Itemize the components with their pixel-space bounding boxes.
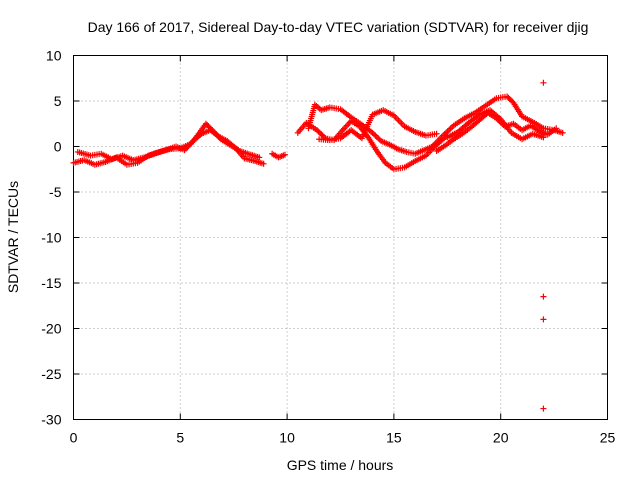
y-tick-label: 5 bbox=[54, 93, 62, 109]
data-point bbox=[316, 129, 323, 136]
y-tick-label: -25 bbox=[41, 366, 61, 382]
data-point bbox=[375, 135, 382, 142]
y-tick-label: -30 bbox=[41, 412, 61, 428]
outlier-point bbox=[540, 293, 547, 300]
data-point bbox=[256, 154, 263, 161]
y-tick-label: -20 bbox=[41, 321, 61, 337]
data-point bbox=[372, 132, 379, 139]
y-tick-label: 10 bbox=[46, 48, 62, 64]
outlier-point bbox=[540, 316, 547, 323]
outlier-point bbox=[540, 79, 547, 86]
data-point bbox=[281, 151, 288, 158]
data-point bbox=[260, 160, 267, 167]
y-tick-label: -5 bbox=[49, 184, 62, 200]
x-tick-label: 5 bbox=[176, 430, 184, 446]
outlier-point bbox=[540, 405, 547, 412]
y-axis-label: SDTVAR / TECUs bbox=[5, 181, 21, 293]
data-point bbox=[373, 133, 380, 140]
data-point bbox=[433, 130, 440, 137]
axis-ticks: 0 5 10 15 20 25 10 5 0 -5 -10 -15 -20 -25 -30 bbox=[41, 48, 615, 446]
data-point bbox=[540, 134, 547, 141]
x-axis-label: GPS time / hours bbox=[287, 457, 394, 473]
data-point bbox=[559, 129, 566, 136]
x-tick-label: 15 bbox=[386, 430, 402, 446]
chart-title: Day 166 of 2017, Sidereal Day-to-day VTE… bbox=[88, 19, 589, 35]
data-points bbox=[70, 79, 566, 412]
x-tick-label: 25 bbox=[600, 430, 616, 446]
y-tick-label: -15 bbox=[41, 275, 61, 291]
data-point bbox=[553, 125, 560, 132]
x-tick-label: 10 bbox=[279, 430, 295, 446]
x-tick-label: 0 bbox=[70, 430, 78, 446]
data-point bbox=[319, 132, 326, 139]
x-tick-label: 20 bbox=[493, 430, 509, 446]
y-tick-label: -10 bbox=[41, 230, 61, 246]
y-tick-label: 0 bbox=[54, 139, 62, 155]
